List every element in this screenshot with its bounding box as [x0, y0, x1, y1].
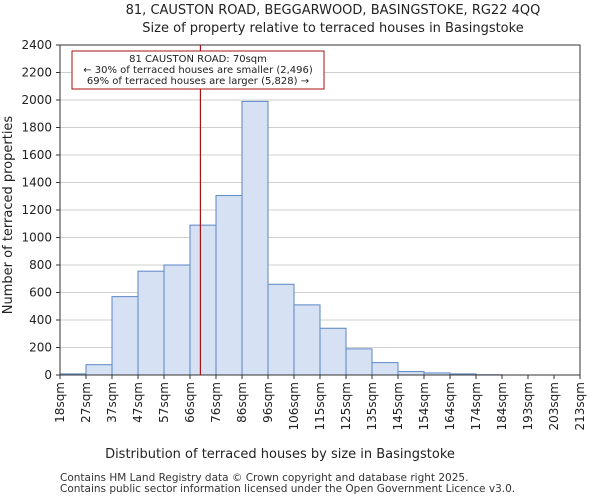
x-tick-label: 18sqm: [53, 382, 67, 423]
x-tick-label: 66sqm: [183, 382, 197, 423]
x-tick-label: 27sqm: [79, 382, 93, 423]
x-tick-label: 135sqm: [365, 382, 379, 430]
annotation-frame: [71, 50, 325, 90]
x-tick-label: 47sqm: [131, 382, 145, 423]
x-axis-ticks: 18sqm 27sqm 37sqm 47sqm 57sqm 66sqm 76sqm 86sqm…: [53, 375, 587, 430]
y-axis-label: Number of terraced properties: [1, 116, 16, 315]
y-tick-label: 200: [29, 341, 52, 355]
bar: [137, 270, 165, 376]
bar: [293, 304, 321, 376]
x-tick-label: 86sqm: [235, 382, 249, 423]
x-tick-label: 125sqm: [339, 382, 353, 430]
y-tick-label: 1600: [21, 148, 52, 162]
x-tick-label: 145sqm: [391, 382, 405, 430]
plot-frame: [59, 44, 581, 376]
x-axis-label: Distribution of terraced houses by size …: [105, 447, 455, 462]
annotation-box: 81 CAUSTON ROAD: 70sqm ← 30% of terraced…: [71, 50, 325, 90]
x-tick-label: 154sqm: [417, 382, 431, 430]
x-tick-label: 184sqm: [495, 382, 509, 430]
x-tick-label: 213sqm: [573, 382, 587, 430]
y-tick-label: 2400: [21, 38, 52, 52]
y-tick-label: 1400: [21, 176, 52, 190]
x-tick-label: 174sqm: [469, 382, 483, 430]
y-tick-label: 2000: [21, 93, 52, 107]
y-tick-label: 1200: [21, 203, 52, 217]
bar: [345, 348, 373, 376]
bars-group: [59, 100, 503, 376]
chart-subtitle: Size of property relative to terraced ho…: [142, 21, 523, 36]
footer-line2: Contains public sector information licen…: [60, 483, 516, 495]
y-axis-ticks: 0 200 400 600 800 1000 1200 1400 1600 1800 2000 220…: [21, 38, 60, 382]
y-tick-label: 1800: [21, 121, 52, 135]
y-tick-label: 400: [29, 313, 52, 327]
bar: [241, 100, 269, 376]
bar: [163, 264, 191, 376]
x-tick-label: 57sqm: [157, 382, 171, 423]
bar: [215, 195, 243, 376]
y-tick-label: 800: [29, 258, 52, 272]
bar: [111, 296, 139, 376]
x-tick-label: 76sqm: [209, 382, 223, 423]
bar: [371, 362, 399, 376]
x-tick-label: 164sqm: [443, 382, 457, 430]
bar: [267, 283, 295, 376]
y-tick-label: 600: [29, 286, 52, 300]
x-tick-label: 96sqm: [261, 382, 275, 423]
x-tick-label: 106sqm: [287, 382, 301, 430]
y-tick-label: 2200: [21, 66, 52, 80]
x-tick-label: 37sqm: [105, 382, 119, 423]
x-tick-label: 203sqm: [547, 382, 561, 430]
bar: [397, 371, 425, 376]
y-tick-label: 1000: [21, 231, 52, 245]
annotation-line3: 69% of terraced houses are larger (5,828…: [87, 76, 309, 87]
bar: [189, 224, 217, 376]
bar: [319, 327, 347, 376]
x-tick-label: 193sqm: [521, 382, 535, 430]
y-tick-label: 0: [44, 368, 52, 382]
x-tick-label: 115sqm: [313, 382, 327, 430]
bar: [85, 364, 113, 376]
annotation-line1: 81 CAUSTON ROAD: 70sqm: [129, 54, 267, 65]
chart-title: 81, CAUSTON ROAD, BEGGARWOOD, BASINGSTOK…: [126, 3, 541, 18]
annotation-line2: ← 30% of terraced houses are smaller (2,…: [83, 65, 313, 76]
footer-line1: Contains HM Land Registry data © Crown c…: [60, 472, 469, 484]
